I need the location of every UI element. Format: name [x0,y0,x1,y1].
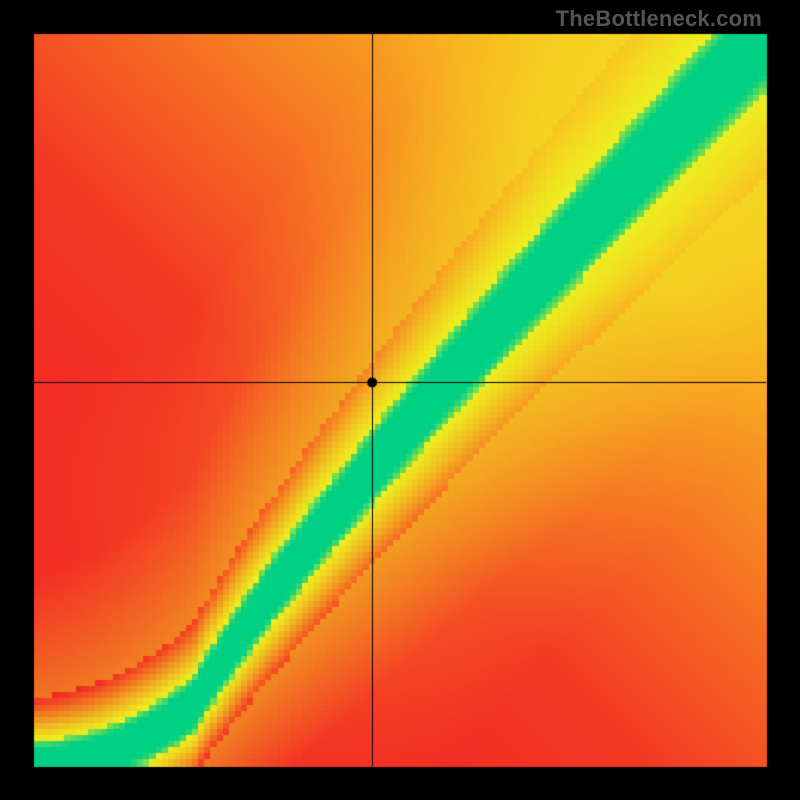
watermark-text: TheBottleneck.com [556,6,762,32]
chart-container: TheBottleneck.com [0,0,800,800]
bottleneck-heatmap-canvas [0,0,800,800]
